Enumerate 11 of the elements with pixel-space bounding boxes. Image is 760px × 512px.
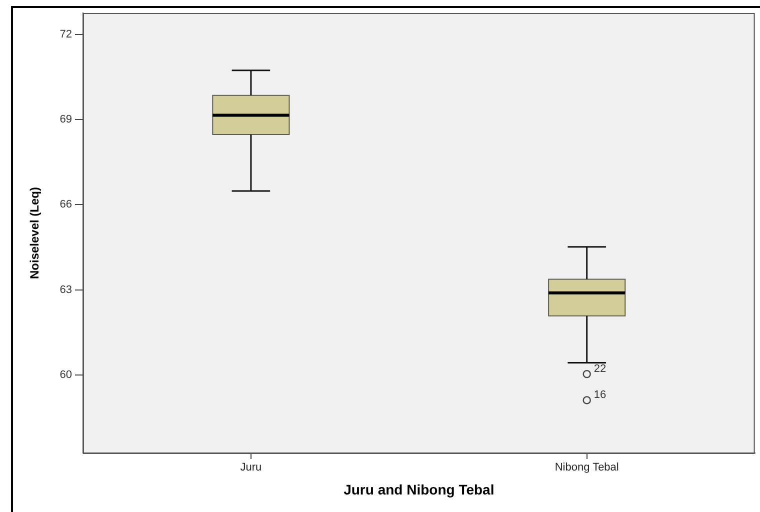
x-axis-title: Juru and Nibong Tebal xyxy=(344,481,494,498)
y-axis-title: Noiselevel (Leq) xyxy=(28,186,42,280)
annotation: 22 xyxy=(594,363,606,376)
y-tick-label: 60 xyxy=(60,368,72,381)
x-tick-label: Nibong Tebal xyxy=(554,462,619,474)
annotation: 16 xyxy=(594,389,606,402)
y-tick-label: 69 xyxy=(60,113,72,126)
y-tick-label: 72 xyxy=(60,28,72,40)
y-tick-label: 66 xyxy=(60,198,72,211)
x-tick-label: Juru xyxy=(240,462,262,474)
y-tick-label: 63 xyxy=(60,284,72,296)
